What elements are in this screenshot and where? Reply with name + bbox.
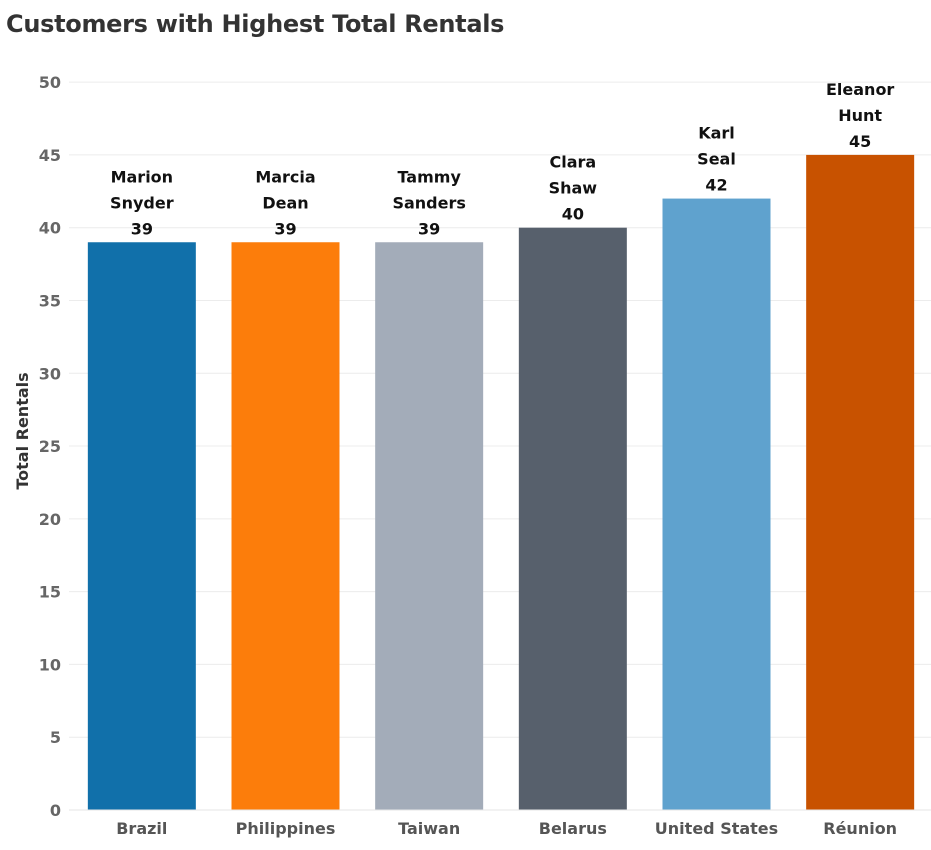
gridlines	[69, 81, 931, 738]
customer-name-label-brazil: Snyder	[110, 193, 174, 212]
chart-title: Customers with Highest Total Rentals	[6, 10, 505, 38]
bar-r-union	[806, 154, 915, 811]
x-tick-label-belarus: Belarus	[539, 819, 607, 838]
x-axis-labels: Brazil Philippines Taiwan Belarus United Sta…	[116, 819, 897, 838]
bar-philippines	[231, 242, 340, 810]
customer-name-label-r-union: Hunt	[838, 106, 882, 125]
bar-value-label-philippines: 39	[274, 219, 296, 238]
bar-value-label-brazil: 39	[131, 219, 153, 238]
y-tick-label-50: 50	[39, 73, 61, 92]
bar-labels: Marion Snyder 39 Marcia Dean 39 Tammy Sanders 39…	[110, 80, 894, 238]
y-tick-label-0: 0	[50, 801, 61, 820]
customer-name-label-belarus: Shaw	[549, 179, 598, 198]
customer-name-label-belarus: Clara	[549, 153, 596, 172]
y-tick-label-15: 15	[39, 583, 61, 602]
y-axis-title: Total Rentals	[13, 372, 32, 489]
x-tick-label-philippines: Philippines	[236, 819, 336, 838]
y-axis-ticks: 0 5 10 15 20 25 30 35 40 45 50	[39, 73, 61, 820]
x-tick-label-brazil: Brazil	[116, 819, 167, 838]
bar-value-label-belarus: 40	[562, 205, 584, 224]
customer-name-label-taiwan: Sanders	[392, 193, 465, 212]
bar-value-label-united-states: 42	[705, 176, 727, 195]
bar-taiwan	[375, 242, 484, 810]
y-tick-label-35: 35	[39, 291, 61, 310]
customer-name-label-united-states: Seal	[697, 150, 736, 169]
x-tick-label-r-union: Réunion	[823, 819, 897, 838]
y-tick-label-40: 40	[39, 219, 61, 238]
customer-name-label-brazil: Marion	[111, 167, 173, 186]
customer-name-label-taiwan: Tammy	[397, 167, 461, 186]
bar-belarus	[518, 227, 627, 810]
y-tick-label-10: 10	[39, 655, 61, 674]
x-tick-label-united-states: United States	[655, 819, 778, 838]
y-tick-label-20: 20	[39, 510, 61, 529]
bar-value-label-taiwan: 39	[418, 219, 440, 238]
bars	[87, 154, 915, 811]
customer-name-label-united-states: Karl	[698, 124, 735, 143]
bar-united-states	[662, 198, 771, 811]
y-tick-label-30: 30	[39, 364, 61, 383]
y-tick-label-5: 5	[50, 728, 61, 747]
y-tick-label-25: 25	[39, 437, 61, 456]
bar-value-label-r-union: 45	[849, 132, 871, 151]
customer-name-label-philippines: Marcia	[255, 167, 315, 186]
bar-brazil	[87, 242, 196, 810]
x-tick-label-taiwan: Taiwan	[398, 819, 460, 838]
y-tick-label-45: 45	[39, 146, 61, 165]
customer-name-label-r-union: Eleanor	[826, 80, 894, 99]
customer-name-label-philippines: Dean	[262, 193, 308, 212]
